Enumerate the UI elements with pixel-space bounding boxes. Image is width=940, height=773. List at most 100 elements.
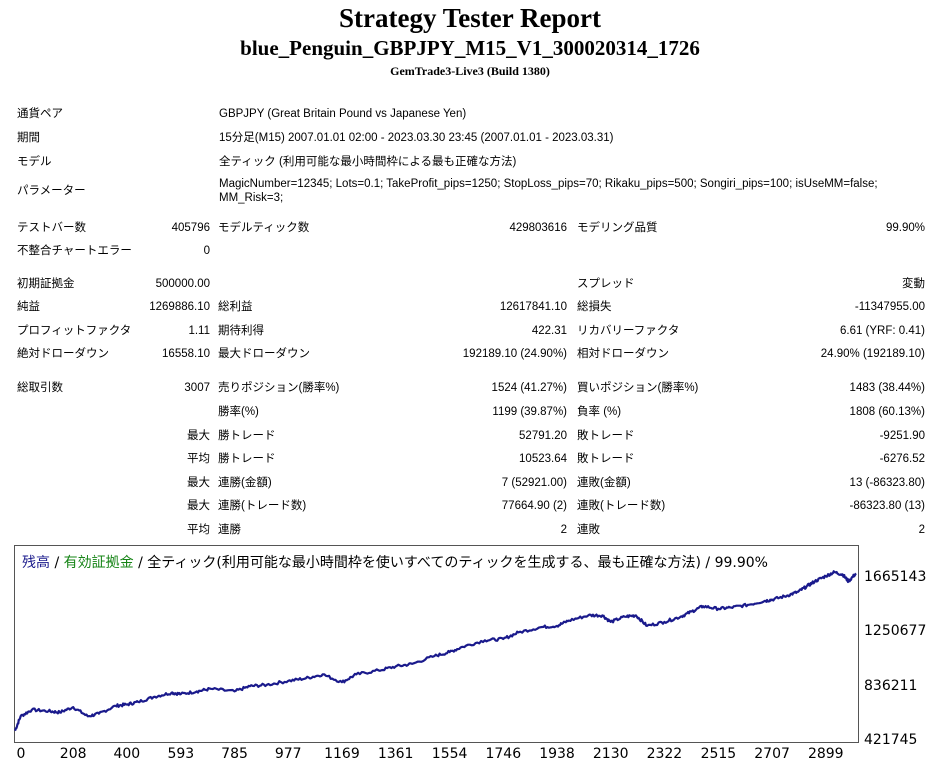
recovery-label: リカバリーファクタ <box>577 325 680 337</box>
x-tick-label: 785 <box>221 746 248 762</box>
y-tick-label: 421745 <box>864 732 918 748</box>
cons-loss-tr-label: 連敗(トレード数) <box>577 500 666 512</box>
period-value: 15分足(M15) 2007.01.01 02:00 - 2023.03.30 … <box>219 132 614 144</box>
cons-loss-tr-value: -86323.80 (13) <box>849 500 925 512</box>
max-label-2: 最大 <box>187 477 210 489</box>
payoff-label: 期待利得 <box>218 325 264 337</box>
abs-dd-value: 16558.10 <box>162 348 210 360</box>
win-value: 1199 (39.87%) <box>492 406 567 418</box>
chart-legend: 残高 / 有効証拠金 / 全ティック(利用可能な最小時間枠を使いすべてのティック… <box>22 552 768 572</box>
balance-line <box>13 570 857 732</box>
params-label: パラメーター <box>17 185 86 197</box>
deposit-value: 500000.00 <box>155 278 210 290</box>
legend-sep-2: / <box>133 555 148 571</box>
quality-label: モデリング品質 <box>577 222 658 234</box>
long-label: 買いポジション(勝率%) <box>577 382 699 394</box>
report-title: Strategy Tester Report <box>339 3 601 33</box>
max-label-1: 最大 <box>187 430 210 442</box>
pf-value: 1.11 <box>188 325 210 337</box>
x-tick-label: 0 <box>16 746 26 762</box>
x-tick-label: 2707 <box>754 746 790 762</box>
x-tick-label: 2515 <box>700 746 737 762</box>
avg-loss-label: 敗トレード <box>577 453 635 465</box>
avg-cons-loss-label: 連敗 <box>577 524 600 536</box>
x-tick-label: 1361 <box>377 746 414 762</box>
pair-value: GBPJPY (Great Britain Pound vs Japanese … <box>219 108 467 120</box>
x-tick-label: 2899 <box>807 746 844 762</box>
gross-loss-label: 総損失 <box>577 301 612 313</box>
mismatch-value: 0 <box>203 245 210 257</box>
x-tick-label: 1746 <box>485 746 522 762</box>
max-dd-value: 192189.10 (24.90%) <box>462 348 567 360</box>
avg-loss-value: -6276.52 <box>879 453 925 465</box>
pf-label: プロフィットファクタ <box>17 325 132 337</box>
loss-label: 負率 (%) <box>577 406 622 418</box>
rel-dd-label: 相対ドローダウン <box>577 348 669 360</box>
loss-value: 1808 (60.13%) <box>849 406 925 418</box>
gross-profit-value: 12617841.10 <box>499 301 567 313</box>
mismatch-label: 不整合チャートエラー <box>17 245 132 257</box>
ticks-label: モデルティック数 <box>218 222 310 234</box>
net-value: 1269886.10 <box>149 301 210 313</box>
bars-value: 405796 <box>171 222 210 234</box>
rel-dd-value: 24.90% (192189.10) <box>820 348 925 360</box>
x-tick-label: 1938 <box>539 746 575 762</box>
largest-win-value: 52791.20 <box>519 430 567 442</box>
max-dd-label: 最大ドローダウン <box>218 348 310 360</box>
build-info: GemTrade3-Live3 (Build 1380) <box>390 64 550 78</box>
period-label: 期間 <box>17 132 40 144</box>
legend-sep-1: / <box>50 555 64 571</box>
largest-loss-value: -9251.90 <box>879 430 925 442</box>
report-subtitle: blue_Penguin_GBPJPY_M15_V1_300020314_172… <box>240 36 700 60</box>
avg-win-label: 勝トレード <box>218 453 276 465</box>
trades-value: 3007 <box>184 382 210 394</box>
x-tick-label: 1169 <box>324 746 360 762</box>
avg-cons-loss-value: 2 <box>918 524 925 536</box>
x-tick-label: 977 <box>274 746 302 762</box>
avg-label-1: 平均 <box>187 453 210 465</box>
avg-cons-win-label: 連勝 <box>218 524 241 536</box>
pair-label: 通貨ペア <box>17 108 63 120</box>
bars-label: テストバー数 <box>17 222 86 234</box>
y-tick-label: 1250677 <box>864 623 927 640</box>
avg-cons-win-value: 2 <box>560 524 567 536</box>
trades-label: 総取引数 <box>17 382 63 394</box>
short-value: 1524 (41.27%) <box>491 382 567 394</box>
recovery-value: 6.61 (YRF: 0.41) <box>839 325 925 337</box>
long-value: 1483 (38.44%) <box>849 382 925 394</box>
x-tick-label: 1554 <box>431 746 468 762</box>
x-tick-label: 2130 <box>592 746 629 762</box>
spread-label: スプレッド <box>577 278 635 290</box>
cons-win-amt-value: 7 (52921.00) <box>501 477 567 489</box>
model-value: 全ティック (利用可能な最小時間枠による最も正確な方法) <box>219 156 517 168</box>
y-tick-label: 836211 <box>864 677 918 694</box>
largest-win-label: 勝トレード <box>218 430 276 442</box>
legend-equity: 有効証拠金 <box>63 555 134 571</box>
legend-balance: 残高 <box>22 555 50 571</box>
x-tick-label: 400 <box>113 746 141 762</box>
avg-label-2: 平均 <box>187 524 210 536</box>
x-tick-label: 2322 <box>646 746 683 762</box>
cons-win-tr-label: 連勝(トレード数) <box>218 500 307 512</box>
max-label-3: 最大 <box>187 500 210 512</box>
cons-loss-amt-label: 連敗(金額) <box>577 477 631 489</box>
abs-dd-label: 絶対ドローダウン <box>17 348 109 360</box>
spread-value: 変動 <box>902 278 925 290</box>
payoff-value: 422.31 <box>531 325 567 337</box>
win-label: 勝率(%) <box>218 406 259 418</box>
net-label: 純益 <box>17 301 40 313</box>
ticks-value: 429803616 <box>509 222 567 234</box>
gross-loss-value: -11347955.00 <box>854 301 925 313</box>
params-line2: MM_Risk=3; <box>219 192 284 204</box>
cons-win-tr-value: 77664.90 (2) <box>501 500 567 512</box>
params-line1: MagicNumber=12345; Lots=0.1; TakeProfit_… <box>219 178 878 190</box>
cons-loss-amt-value: 13 (-86323.80) <box>849 477 925 489</box>
short-label: 売りポジション(勝率%) <box>218 382 340 394</box>
x-tick-label: 208 <box>59 746 87 762</box>
x-tick-label: 593 <box>167 746 195 762</box>
largest-loss-label: 敗トレード <box>577 430 635 442</box>
gross-profit-label: 総利益 <box>218 301 253 313</box>
balance-chart <box>14 545 859 743</box>
quality-value: 99.90% <box>885 222 925 234</box>
